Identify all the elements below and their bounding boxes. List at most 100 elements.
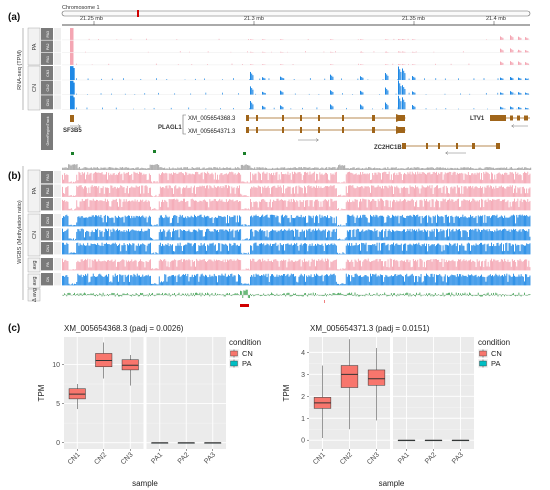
legend-label: CN	[491, 349, 502, 358]
track-label: CN3	[46, 217, 50, 224]
x-tick-label: PA1	[397, 451, 411, 465]
x-tick-label: PA1	[150, 451, 164, 465]
track-label: CN3	[46, 70, 50, 77]
box-cn3	[367, 347, 386, 421]
track-label: CN2	[46, 84, 50, 91]
box-cn1	[68, 383, 86, 410]
group-label-cn: CN	[32, 84, 38, 92]
x-tick-label: CN1	[312, 451, 327, 466]
browser-panel: Chromosome 1 21.25 mb 21.3 mb 21.35 mb 2…	[17, 5, 531, 155]
scale-tick-label: 21.25 mb	[80, 16, 103, 22]
cn-rnaseq-track	[70, 95, 529, 110]
wgbs-track-labels: PA3 PA2 PA1 CN3 CN2 CN1 PA CN	[41, 171, 61, 286]
x-tick-label: CN3	[366, 451, 381, 466]
wgbs-track	[62, 228, 531, 241]
wgbs-axis-label: WGBS (Methylation ratio)	[17, 200, 23, 264]
box-pa3	[204, 442, 222, 444]
box-cn2	[340, 339, 359, 430]
chart-title: XM_005654368.3 (padj = 0.0026)	[64, 324, 184, 333]
cpg-island-marker	[153, 150, 156, 153]
pa-rnaseq-track	[70, 28, 529, 40]
box-pa2	[424, 439, 443, 442]
box-pa2	[177, 442, 195, 444]
coverage-track	[62, 164, 532, 170]
chart-title: XM_005654371.3 (padj = 0.0151)	[310, 324, 430, 333]
y-tick-label: 10	[52, 362, 60, 369]
cn-rnaseq-track	[70, 80, 529, 95]
box-cn1	[313, 365, 332, 439]
x-tick-label: PA3	[203, 451, 217, 465]
rnaseq-tracks	[62, 28, 530, 110]
legend-swatch	[479, 360, 487, 367]
track-label: PA3	[46, 31, 50, 38]
x-tick-label: PA2	[424, 451, 438, 465]
wgbs-track	[62, 242, 531, 255]
group-label-avg: avg	[32, 260, 38, 269]
y-tick-label: 4	[301, 350, 305, 357]
gene-track-label-box	[41, 113, 53, 150]
legend-title: condition	[478, 338, 510, 347]
group-label-pa: PA	[32, 187, 38, 194]
x-tick-label: PA2	[177, 451, 191, 465]
y-tick-label: 2	[301, 394, 305, 401]
track-label: CN2	[46, 231, 50, 238]
wgbs-track	[62, 185, 531, 197]
wgbs-track	[62, 171, 531, 184]
track-label: CN1	[46, 245, 50, 252]
track-label: PA2	[46, 43, 50, 50]
delta-avg-track	[62, 289, 531, 299]
rnaseq-axis-label: RNA-seq (TPM)	[17, 50, 23, 90]
cn-rnaseq-track	[70, 66, 529, 80]
x-axis-label: sample	[379, 479, 405, 488]
group-label-cn: CN	[32, 231, 38, 239]
legend-title: condition	[229, 338, 261, 347]
wgbs-track	[62, 198, 531, 211]
gene-label-sf3b5: SF3B5	[63, 128, 82, 134]
region-marker	[137, 10, 139, 17]
scale-tick-label: 21.35 mb	[402, 16, 425, 22]
gene-track-label: GeneRegionTrack	[46, 116, 50, 145]
group-label-avg: avg	[32, 276, 38, 285]
x-tick-label: PA3	[451, 451, 465, 465]
x-tick-label: CN3	[120, 451, 135, 466]
track-label: PA1	[46, 201, 50, 208]
box-pa1	[151, 442, 169, 444]
y-tick-label: 1	[301, 416, 305, 423]
group-label-delta: Δ avg	[32, 288, 38, 302]
boxplot-left: XM_005654368.3 (padj = 0.0026) CN1 CN2 CN3 P…	[37, 324, 261, 488]
genome-axis-ticks	[93, 21, 495, 25]
chromosome-label: Chromosome 1	[62, 5, 100, 11]
dmr-marker	[240, 304, 249, 307]
y-tick-label: 0	[301, 438, 305, 445]
gene-sf3b5	[70, 115, 74, 122]
y-tick-label: 5	[56, 401, 60, 408]
legend-swatch	[479, 350, 487, 357]
wgbs-panel: WGBS (Methylation ratio) PA CN avg avg Δ…	[17, 164, 532, 307]
track-label: PA3	[46, 174, 50, 181]
y-axis-label: TPM	[37, 384, 46, 401]
transcript-label: XM_005654371.3	[188, 129, 236, 135]
box-pa3	[451, 439, 470, 442]
wgbs-track	[62, 273, 531, 286]
box-cn3	[121, 355, 139, 386]
panel-label-b: (b)	[8, 171, 21, 182]
gene-label-zc2hc1b: ZC2HC1B	[374, 145, 402, 151]
group-label-pa: PA	[32, 43, 38, 50]
y-tick-label: 0	[56, 440, 60, 447]
pa-rnaseq-track	[70, 53, 529, 65]
legend-label: PA	[491, 359, 500, 368]
pa-rnaseq-track	[70, 40, 529, 53]
legend-swatch	[230, 360, 238, 367]
y-tick-label: 3	[301, 372, 305, 379]
gene-label-plagl1: PLAGL1	[158, 125, 182, 131]
x-tick-label: CN2	[93, 451, 108, 466]
wgbs-tracks	[62, 164, 532, 299]
track-label: PA1	[46, 56, 50, 63]
wgbs-track	[62, 214, 531, 227]
chromosome-ideogram	[61, 10, 531, 17]
wgbs-track	[62, 258, 531, 271]
x-tick-label: CN2	[339, 451, 354, 466]
